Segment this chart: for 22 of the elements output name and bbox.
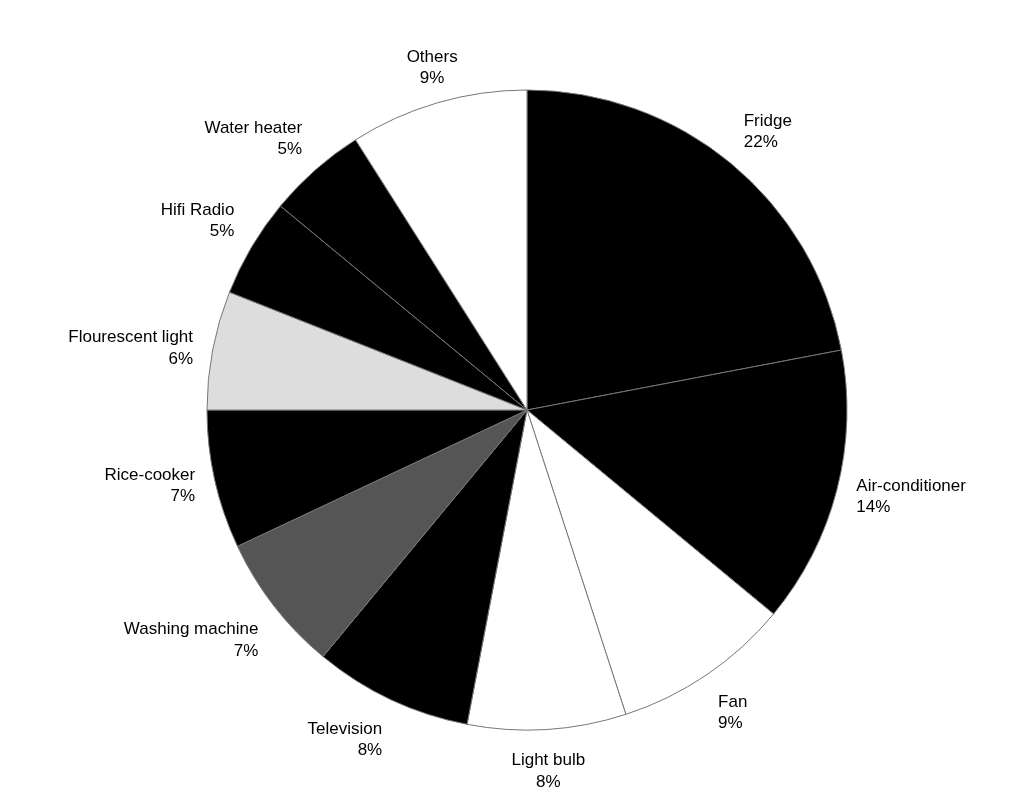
data-label: 9%: [718, 713, 743, 733]
data-label: 7%: [233, 640, 259, 660]
data-label: 8%: [536, 771, 561, 791]
data-label: 5%: [209, 221, 235, 241]
slice-label: Television: [307, 718, 383, 738]
slice-label: Rice-cooker: [104, 465, 196, 485]
slice-label: Air-conditioner: [856, 475, 967, 495]
data-label: 14%: [856, 496, 891, 516]
data-label: 5%: [277, 139, 303, 159]
slice-label: Water heater: [204, 117, 303, 137]
data-label: 6%: [168, 348, 194, 368]
slice-label: Fan: [718, 692, 748, 712]
slice-label: Light bulb: [511, 750, 586, 770]
data-label: 8%: [357, 739, 383, 759]
slice-label: Fridge: [743, 111, 792, 131]
data-label: 7%: [170, 486, 196, 506]
slice-label: Others: [406, 46, 458, 66]
slice-label: Flourescent light: [68, 327, 194, 347]
data-label: 9%: [419, 67, 445, 87]
slice-label: Hifi Radio: [160, 199, 235, 219]
data-label: 22%: [743, 132, 778, 152]
slice-label: Washing machine: [123, 619, 259, 639]
